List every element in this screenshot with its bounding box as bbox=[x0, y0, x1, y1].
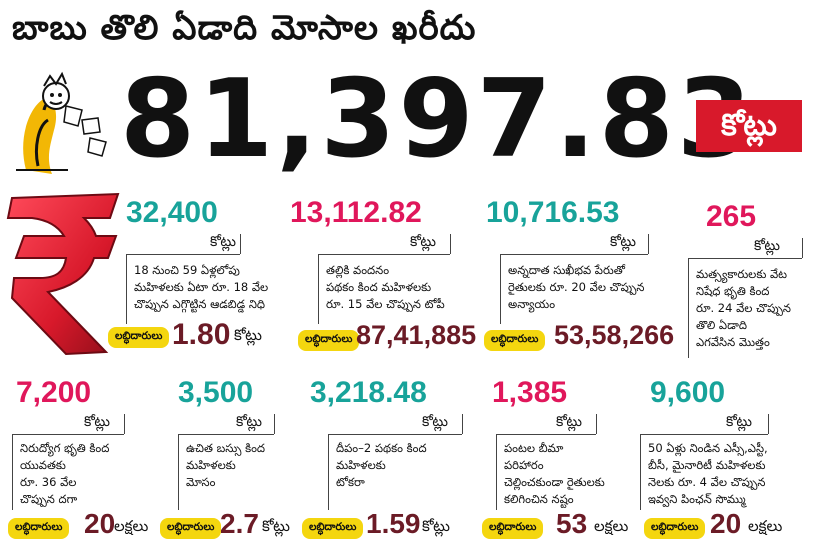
item-description: తల్లికి వందనం పథకం కింద మహిళలకు రూ. 15 వ… bbox=[326, 263, 445, 311]
bracket-line bbox=[496, 434, 596, 435]
item-description: పంటల బీమా పరిహారం చెల్లించకుండా రైతులకు … bbox=[504, 441, 605, 506]
bracket-line bbox=[462, 414, 463, 434]
rupee-icon bbox=[6, 192, 120, 356]
bracket-line bbox=[450, 234, 451, 254]
beneficiary-unit: కోట్లు bbox=[422, 517, 450, 535]
beneficiary-unit: లక్షలు bbox=[594, 517, 629, 535]
beneficiary-count: 2.7 bbox=[220, 508, 259, 539]
item-unit: కోట్లు bbox=[556, 414, 583, 430]
bracket-line bbox=[318, 254, 450, 255]
bracket-line bbox=[328, 434, 462, 435]
bracket-line bbox=[688, 258, 689, 358]
item-description: 18 నుంచి 59 ఏళ్లలోపు మహిళలకు ఏటా రూ. 18 … bbox=[134, 263, 269, 311]
total-amount: 81,397.83 bbox=[120, 57, 756, 182]
item-unit: కోట్లు bbox=[410, 234, 437, 250]
bracket-line bbox=[274, 414, 275, 434]
item-amount: 265 bbox=[706, 200, 757, 233]
beneficiary-badge: లబ్ధిదారులు bbox=[160, 518, 222, 539]
item-description: నిరుద్యోగ భృతి కింద యువతకు రూ. 36 వేల చొ… bbox=[20, 441, 110, 506]
bracket-line bbox=[640, 434, 641, 510]
total-unit-tag: కోట్లు bbox=[696, 100, 802, 152]
beneficiary-unit: లక్షలు bbox=[114, 517, 149, 535]
bracket-line bbox=[12, 434, 13, 510]
item-description: మత్స్యకారులకు వేట నిషేధ భృతి కింద రూ. 24… bbox=[696, 267, 791, 349]
beneficiary-unit: లక్షలు bbox=[748, 517, 783, 535]
beneficiary-badge: లబ్ధిదారులు bbox=[644, 518, 706, 539]
bracket-line bbox=[318, 254, 319, 324]
bracket-line bbox=[12, 434, 124, 435]
beneficiary-badge: లబ్ధిదారులు bbox=[484, 330, 546, 351]
bracket-line bbox=[178, 434, 274, 435]
beneficiary-badge: లబ్ధిదారులు bbox=[482, 518, 544, 539]
bracket-line bbox=[328, 434, 329, 510]
beneficiary-badge: లబ్ధిదారులు bbox=[302, 518, 364, 539]
item-amount: 3,218.48 bbox=[310, 376, 427, 409]
bracket-line bbox=[126, 254, 127, 324]
item-amount: 13,112.82 bbox=[290, 196, 422, 229]
beneficiary-badge: లబ్ధిదారులు bbox=[298, 330, 360, 351]
bracket-line bbox=[124, 414, 125, 434]
beneficiary-count: 1.59 bbox=[366, 508, 421, 539]
beneficiary-count: 87,41,885 bbox=[356, 320, 477, 350]
beneficiary-count: 20 bbox=[84, 508, 116, 539]
bracket-line bbox=[768, 414, 769, 434]
item-amount: 9,600 bbox=[650, 376, 726, 409]
item-amount: 7,200 bbox=[16, 376, 92, 409]
item-unit: కోట్లు bbox=[422, 414, 449, 430]
item-unit: కోట్లు bbox=[84, 414, 111, 430]
item-unit: కోట్లు bbox=[210, 234, 237, 250]
beneficiary-unit: కోట్లు bbox=[262, 517, 290, 535]
beneficiary-badge: లబ్ధిదారులు bbox=[108, 327, 170, 348]
item-description: దీపం–2 పథకం కింద మహిళలకు టోకరా bbox=[336, 441, 427, 489]
bracket-line bbox=[802, 238, 803, 258]
beneficiary-count: 53,58,266 bbox=[554, 320, 675, 350]
item-unit: కోట్లు bbox=[610, 234, 637, 250]
item-amount: 32,400 bbox=[126, 196, 218, 229]
item-description: అన్నదాత సుఖీభవ పేరుతో రైతులకు రూ. 20 వేల… bbox=[508, 263, 645, 311]
bracket-line bbox=[640, 434, 768, 435]
item-amount: 3,500 bbox=[178, 376, 254, 409]
item-unit: కోట్లు bbox=[754, 238, 781, 254]
beneficiary-badge: లబ్ధిదారులు bbox=[8, 518, 70, 539]
bracket-line bbox=[178, 434, 179, 510]
bracket-line bbox=[500, 254, 501, 324]
beneficiary-count: 53 bbox=[556, 508, 588, 539]
beneficiary-unit: కోట్లు bbox=[234, 326, 262, 344]
page-headline: బాబు తొలి ఏడాది మోసాల ఖరీదు bbox=[12, 8, 477, 48]
beneficiary-count: 20 bbox=[710, 508, 742, 539]
beneficiary-count: 1.80 bbox=[172, 318, 231, 351]
bracket-line bbox=[240, 234, 241, 254]
bracket-line bbox=[496, 434, 497, 510]
item-unit: కోట్లు bbox=[236, 414, 263, 430]
item-description: 50 ఏళ్లు నిండిన ఎస్సీ,ఎస్టీ, బీసీ, మైనార… bbox=[648, 441, 768, 506]
item-amount: 1,385 bbox=[492, 376, 568, 409]
bracket-line bbox=[596, 414, 597, 434]
caricature-illustration bbox=[16, 71, 107, 174]
bracket-line bbox=[648, 234, 649, 254]
bracket-line bbox=[126, 254, 240, 255]
item-description: ఉచిత బస్సు కింద మహిళలకు మోసం bbox=[186, 441, 266, 489]
item-unit: కోట్లు bbox=[726, 414, 753, 430]
item-amount: 10,716.53 bbox=[486, 196, 620, 229]
bracket-line bbox=[500, 254, 648, 255]
bracket-line bbox=[688, 258, 802, 259]
